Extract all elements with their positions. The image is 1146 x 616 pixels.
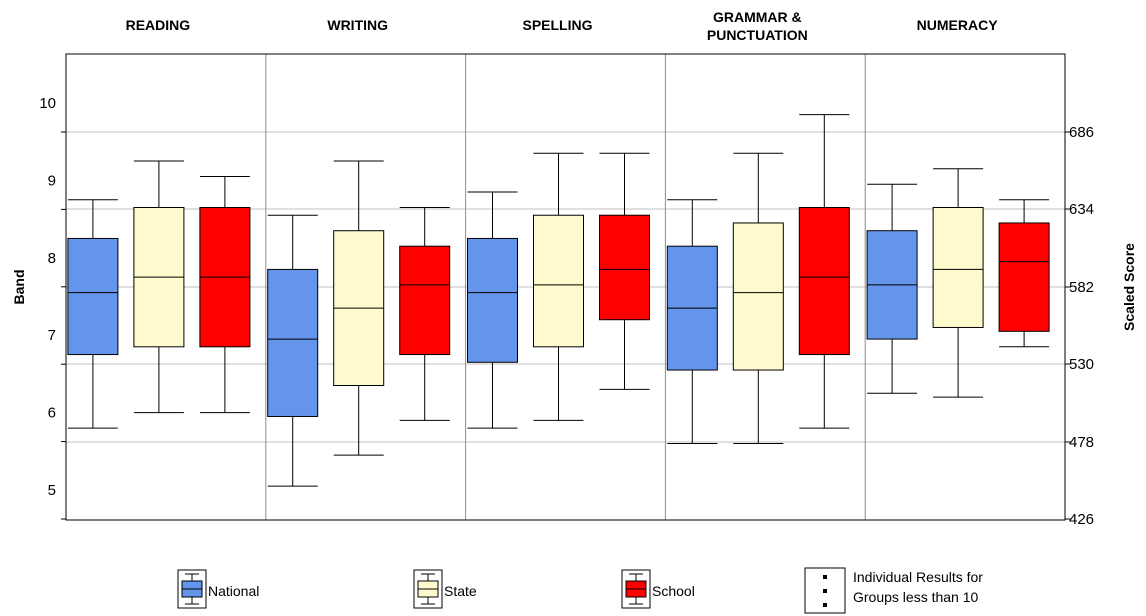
box-body (998, 222, 1050, 332)
right-tick-label: 530 (1069, 356, 1094, 373)
box-body (267, 268, 319, 417)
legend-item-individual: Individual Results for Groups less than 1… (804, 567, 983, 614)
box-national (666, 199, 718, 445)
box-state (932, 168, 984, 398)
left-tick-label: 9 (48, 172, 56, 189)
group-dividers (265, 54, 866, 520)
box-body (932, 206, 984, 328)
group-label: SPELLING (522, 17, 592, 33)
box-school (798, 114, 850, 429)
group-label: WRITING (327, 17, 388, 33)
legend-dot (823, 603, 827, 607)
right-tick-label: 582 (1069, 279, 1094, 296)
box-series (67, 114, 1050, 487)
box-body (599, 214, 650, 321)
legend-individual-label: Groups less than 10 (853, 589, 979, 605)
legend: National State School Individual Results fo… (177, 567, 983, 614)
legend-dot (823, 589, 827, 593)
right-tick-label: 634 (1069, 201, 1094, 218)
group-label: GRAMMAR & (713, 9, 802, 25)
box-school (199, 176, 251, 414)
box-national (467, 191, 518, 429)
legend-label: National (208, 583, 259, 599)
box-state (732, 152, 784, 445)
right-tick-label: 686 (1069, 124, 1094, 141)
left-tick-label: 6 (48, 405, 56, 422)
box-school (599, 152, 650, 390)
legend-dot (823, 575, 827, 579)
left-tick-label: 5 (48, 482, 56, 499)
right-axis-label: Scaled Score (1121, 243, 1137, 331)
legend-item-national: National (177, 569, 259, 609)
group-labels: READING WRITING SPELLING GRAMMAR & PUNCTUATI… (126, 9, 999, 43)
box-national (67, 199, 119, 429)
right-tick-label: 478 (1069, 434, 1094, 451)
group-label: PUNCTUATION (707, 27, 808, 43)
box-national (866, 183, 918, 394)
left-tick-label: 7 (48, 327, 56, 344)
left-axis-label: Band (11, 270, 27, 305)
legend-individual-label: Individual Results for (853, 569, 983, 585)
left-tick-label: 10 (39, 95, 56, 112)
right-axis-ticks: 426 478 530 582 634 686 (1065, 124, 1094, 528)
legend-label: School (652, 583, 695, 599)
box-body (533, 214, 584, 348)
legend-item-school: School (621, 569, 695, 609)
left-axis-ticks: 5 6 7 8 9 10 (39, 95, 66, 520)
legend-label: State (444, 583, 477, 599)
right-tick-label: 426 (1069, 511, 1094, 528)
box-body (399, 245, 451, 356)
left-tick-label: 8 (48, 250, 56, 267)
box-school (399, 206, 451, 421)
box-body (467, 237, 518, 363)
box-national (267, 214, 319, 487)
box-state (133, 160, 185, 414)
box-body (732, 222, 784, 371)
group-label: NUMERACY (917, 17, 999, 33)
box-school (998, 199, 1050, 348)
box-body (798, 206, 850, 356)
box-state (533, 152, 584, 421)
group-label: READING (126, 17, 191, 33)
legend-item-state: State (413, 569, 477, 609)
box-body (67, 237, 119, 356)
box-state (333, 160, 385, 456)
